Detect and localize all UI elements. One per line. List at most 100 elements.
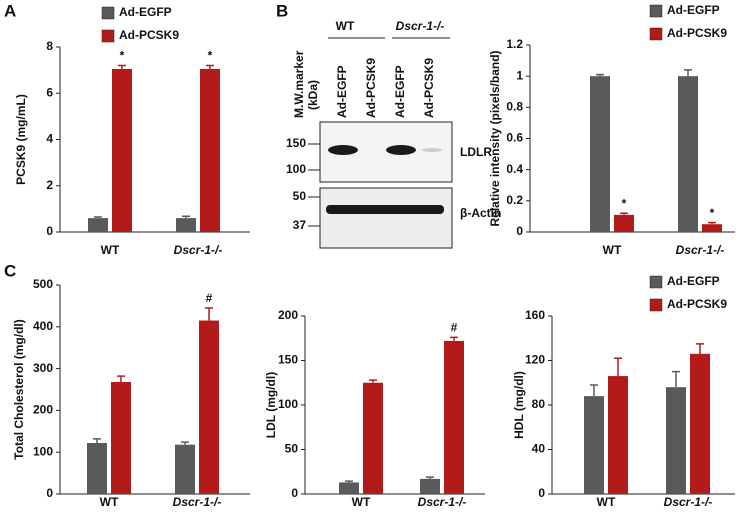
significance-mark: * — [208, 49, 213, 63]
y-tick-label: 1 — [516, 68, 523, 82]
bar — [363, 382, 383, 494]
x-tick-label: Dscr-1-/- — [676, 243, 725, 257]
group-label: Dscr-1-/- — [396, 19, 445, 33]
error-bar — [672, 370, 680, 388]
error-bar — [205, 307, 213, 321]
y-tick-label: 200 — [33, 403, 53, 417]
y-tick-label: 4 — [46, 132, 53, 146]
legend-swatch — [101, 29, 115, 43]
error-bar — [93, 438, 101, 444]
x-tick-label: Dscr-1-/- — [173, 495, 222, 509]
panel-letter: C — [4, 261, 16, 280]
x-tick-label: WT — [603, 243, 622, 257]
y-tick-label: 0.6 — [506, 131, 523, 145]
bar — [608, 376, 628, 494]
lane-label: Ad-EGFP — [335, 65, 349, 118]
legend-label: Ad-EGFP — [119, 5, 172, 19]
error-bar — [117, 375, 125, 382]
bar — [112, 68, 132, 232]
y-axis-label: LDL (mg/dl) — [264, 372, 278, 438]
bar — [590, 76, 610, 233]
error-bar — [590, 384, 598, 397]
error-bar — [684, 69, 692, 77]
y-tick-label: 0.8 — [506, 100, 523, 114]
bar — [678, 76, 698, 233]
x-tick-label: Dscr-1-/- — [664, 495, 713, 509]
error-bar — [708, 221, 716, 225]
bar — [111, 381, 131, 494]
band — [328, 145, 358, 155]
y-axis-label: Relative intensity (pixels/band) — [488, 50, 502, 226]
y-tick-label: 0.2 — [506, 193, 523, 207]
group-label: WT — [336, 19, 355, 33]
legend-swatch — [101, 6, 115, 20]
blot-frame — [319, 187, 453, 249]
error-bar — [118, 64, 126, 69]
bar — [702, 224, 722, 232]
y-tick-label: 2 — [46, 178, 53, 192]
bar — [176, 218, 196, 232]
legend-label: Ad-EGFP — [667, 3, 720, 17]
panel-letter: A — [4, 1, 16, 20]
lane-label: Ad-PCSK9 — [422, 58, 436, 118]
band-label: β-Actin — [460, 206, 501, 220]
lane-label: Ad-PCSK9 — [364, 58, 378, 118]
legend-swatch — [649, 27, 663, 41]
y-tick-label: 120 — [525, 353, 545, 367]
y-tick-label: 150 — [278, 353, 298, 367]
y-axis-label: Total Cholesterol (mg/dl) — [12, 319, 26, 459]
x-tick-label: WT — [101, 243, 120, 257]
y-tick-label: 8 — [46, 39, 53, 53]
y-tick-label: 0 — [46, 224, 53, 238]
bar — [87, 443, 107, 494]
y-tick-label: 0 — [516, 224, 523, 238]
y-axis-label: PCSK9 (mg/mL) — [14, 94, 28, 185]
bar — [690, 353, 710, 494]
significance-mark: # — [451, 321, 458, 335]
bar — [175, 444, 195, 494]
error-bar — [450, 336, 458, 341]
x-tick-label: WT — [597, 495, 616, 509]
y-tick-label: 300 — [33, 361, 53, 375]
y-tick-label: 500 — [33, 277, 53, 291]
y-tick-label: 160 — [525, 308, 545, 322]
y-tick-label: 0 — [538, 486, 545, 500]
band — [386, 145, 416, 155]
y-tick-label: 6 — [46, 85, 53, 99]
y-axis-label: HDL (mg/dl) — [512, 371, 526, 439]
bar — [339, 482, 359, 494]
bar — [420, 478, 440, 494]
bar — [614, 214, 634, 232]
band-label: LDLR — [460, 145, 492, 159]
error-bar — [345, 480, 353, 483]
y-tick-label: 200 — [278, 308, 298, 322]
bar — [200, 68, 220, 232]
band — [326, 205, 444, 214]
bar — [666, 387, 686, 494]
legend-label: Ad-PCSK9 — [667, 297, 727, 311]
legend-swatch — [649, 4, 663, 18]
marker-unit: (kDa) — [306, 80, 320, 110]
error-bar — [614, 357, 622, 377]
y-tick-label: 0 — [291, 486, 298, 500]
error-bar — [206, 64, 214, 69]
panel-letter: B — [276, 1, 288, 20]
bar — [199, 320, 219, 494]
error-bar — [182, 215, 190, 219]
y-tick-label: 0.4 — [506, 162, 523, 176]
error-bar — [94, 216, 102, 219]
legend-label: Ad-PCSK9 — [667, 26, 727, 40]
error-bar — [369, 379, 377, 383]
x-tick-label: WT — [100, 495, 119, 509]
marker-label: 50 — [293, 189, 307, 203]
y-tick-label: 80 — [532, 397, 546, 411]
error-bar — [596, 73, 604, 77]
marker-title: M.W.marker — [292, 50, 306, 118]
y-tick-label: 100 — [278, 397, 298, 411]
legend-swatch — [649, 298, 663, 312]
marker-label: 37 — [293, 218, 307, 232]
y-tick-label: 50 — [285, 442, 299, 456]
significance-mark: # — [206, 291, 213, 305]
legend-swatch — [649, 275, 663, 289]
